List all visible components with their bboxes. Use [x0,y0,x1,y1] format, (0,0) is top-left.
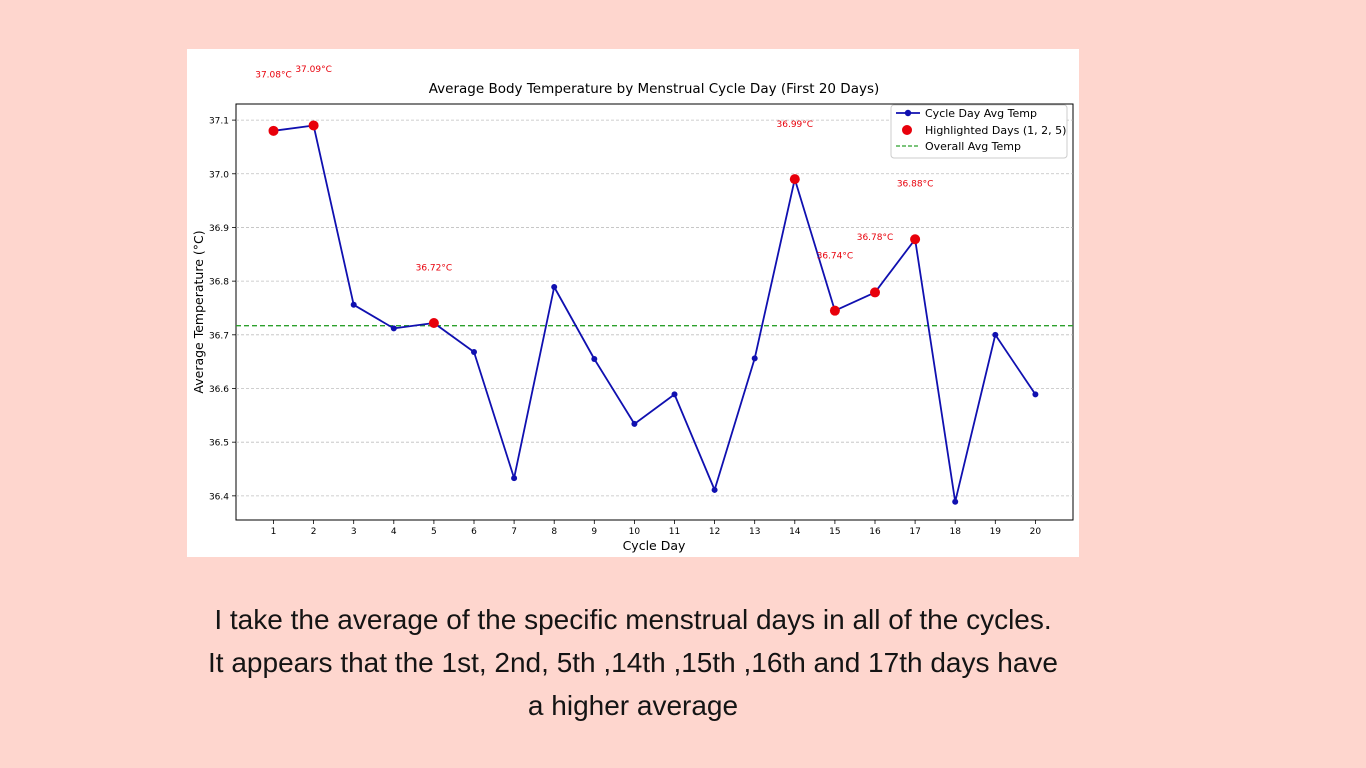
data-label: 37.08°C [255,70,292,80]
highlight-point [910,234,921,245]
chart-panel: 37.08°C 37.09°C 36.72°C 36.99°C 36.74°C 36.78… [187,49,1079,557]
caption-text: I take the average of the specific menst… [133,598,1133,727]
chart-title: Average Body Temperature by Menstrual Cy… [429,81,880,97]
axis-ticks: 36.436.536.636.736.836.937.037.11 2 3 4 5 6 7 8… [209,117,1041,537]
legend-label-series: Cycle Day Avg Temp [925,107,1037,120]
data-point [671,391,678,398]
x-tick-label: 13 [749,527,760,537]
legend-box [890,104,1068,159]
x-tick-label: 4 [391,527,397,537]
data-label: 36.88°C [897,179,934,189]
y-axis-label: Average Temperature (°C) [191,230,206,393]
data-point [591,355,598,362]
x-tick-label: 8 [551,527,557,537]
x-tick-label: 14 [789,527,801,537]
legend-highlight-marker [902,125,912,135]
legend-label-highlight: Highlighted Days (1, 2, 5) [925,124,1066,137]
x-tick-label: 19 [990,527,1002,537]
x-tick-label: 15 [829,527,840,537]
caption-line-2: It appears that the 1st, 2nd, 5th ,14th … [208,647,1058,678]
caption-line-3: a higher average [527,690,739,721]
data-point [711,486,718,493]
data-point [631,420,638,427]
x-tick-label: 2 [311,527,317,537]
highlight-point [870,287,880,298]
data-point [350,301,357,308]
x-tick-label: 6 [471,527,477,537]
highlight-group [268,120,921,329]
data-point [1032,391,1039,398]
x-tick-label: 7 [511,527,517,537]
y-tick-label: 37.0 [209,170,229,180]
grid-lines [236,119,1073,497]
highlight-point [829,305,840,316]
legend: Cycle Day Avg Temp Highlighted Days (1, … [890,104,1068,159]
x-axis-label: Cycle Day [623,538,686,553]
x-tick-label: 11 [669,527,680,537]
highlight-point [428,318,439,329]
legend-line-marker [904,109,912,117]
x-tick-label: 16 [869,527,881,537]
data-point [471,348,477,355]
y-tick-label: 36.5 [209,439,229,449]
temperature-line-chart: 37.08°C37.09°C36.72°C36.99°C36.74°C36.78… [191,65,1074,553]
highlight-point [308,120,319,131]
y-tick-label: 37.1 [209,117,229,127]
data-point [511,475,518,482]
data-label: 37.09°C [295,65,332,75]
data-label: 36.78°C [857,233,894,243]
x-tick-label: 3 [351,527,357,537]
data-point [952,498,959,505]
data-point [390,325,397,332]
x-tick-label: 5 [431,527,437,537]
x-tick-label: 17 [909,527,920,537]
x-tick-label: 18 [949,527,961,537]
highlight-point [789,174,800,185]
data-label: 36.99°C [777,120,814,130]
x-tick-label: 1 [271,527,277,537]
x-tick-label: 9 [591,527,597,537]
x-tick-label: 20 [1030,527,1042,537]
plot-area [235,103,1074,521]
annotation-group: 37.08°C37.09°C 36.72°C 36.99°C 36.74°C36.78… [255,65,933,274]
data-point [551,284,558,291]
series-line-cycle-day-avg-temp [273,124,1037,503]
highlight-point [268,125,279,136]
y-tick-label: 36.9 [209,224,229,234]
x-tick-label: 12 [709,527,720,537]
data-point [992,331,999,338]
y-tick-label: 36.7 [209,331,229,341]
data-label: 36.74°C [817,251,854,261]
data-label: 36.72°C [416,264,453,274]
data-point [751,355,758,362]
x-tick-label: 10 [629,527,641,537]
caption-line-1: I take the average of the specific menst… [214,604,1052,635]
y-tick-label: 36.6 [209,385,229,395]
legend-label-reference: Overall Avg Temp [925,140,1021,153]
y-tick-label: 36.4 [209,492,229,502]
y-tick-label: 36.8 [209,278,229,288]
